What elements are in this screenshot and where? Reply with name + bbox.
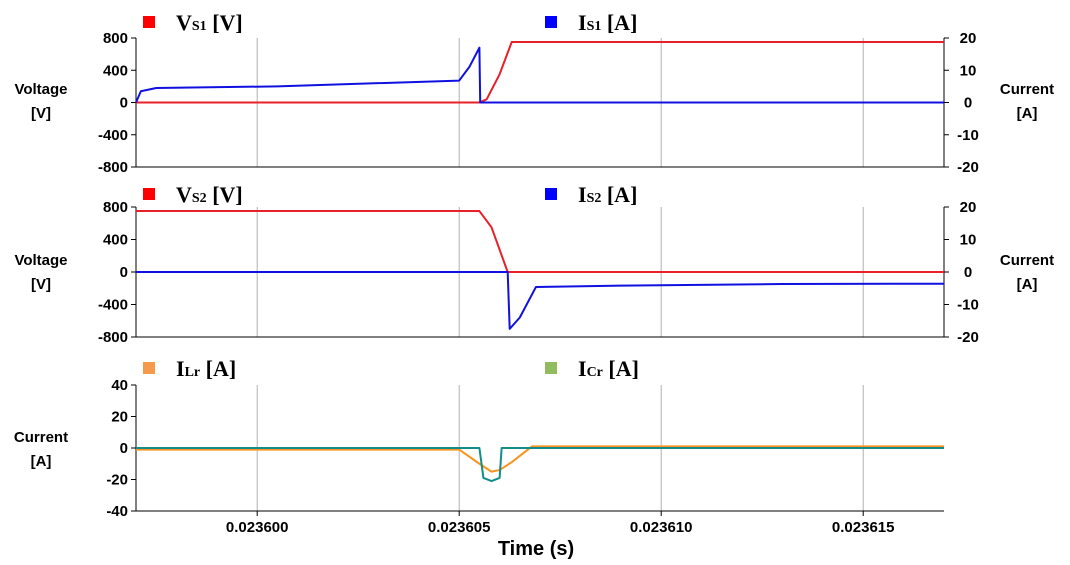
y-axis-title-left: Voltage <box>14 81 67 98</box>
legend-label: VS1 [V] <box>176 10 243 35</box>
x-tick-label: 0.023610 <box>630 519 693 536</box>
x-axis-title: Time (s) <box>498 538 574 560</box>
x-tick-label: 0.023600 <box>226 519 289 536</box>
y-axis-title-right: [A] <box>1017 105 1038 122</box>
y-tick-label-left: 800 <box>103 30 128 47</box>
x-tick-label: 0.023605 <box>428 519 491 536</box>
y-tick-label-left: 0 <box>120 440 128 457</box>
legend-swatch <box>545 16 557 28</box>
y-tick-label-left: 400 <box>103 62 128 79</box>
y-tick-label-left: 40 <box>111 377 128 394</box>
y-tick-label-left: 0 <box>120 95 128 112</box>
y-tick-label-left: 800 <box>103 199 128 216</box>
y-tick-label-left: 0 <box>120 264 128 281</box>
y-axis-title-right: Current <box>1000 81 1054 98</box>
y-tick-label-right: -10 <box>957 297 979 314</box>
legend-swatch <box>545 362 557 374</box>
y-tick-label-left: -800 <box>98 329 128 346</box>
y-tick-label-left: -400 <box>98 127 128 144</box>
y-tick-label-left: -40 <box>106 503 128 520</box>
series-line-1 <box>136 210 944 273</box>
legend-swatch <box>143 188 155 200</box>
y-tick-label-left: -800 <box>98 159 128 176</box>
y-tick-label-right: -20 <box>957 329 979 346</box>
legend-label: IS1 [A] <box>578 10 637 35</box>
y-tick-label-right: 20 <box>960 30 977 47</box>
y-tick-label-left: 400 <box>103 232 128 249</box>
legend-label: ILr [A] <box>176 356 236 381</box>
y-axis-title-left: [V] <box>31 276 51 293</box>
y-tick-label-right: -20 <box>957 159 979 176</box>
legend-label: IS2 [A] <box>578 182 637 207</box>
y-tick-label-right: 0 <box>964 264 972 281</box>
series-line-1 <box>136 41 944 104</box>
y-tick-label-right: 10 <box>960 232 977 249</box>
y-tick-label-right: -10 <box>957 127 979 144</box>
y-tick-label-right: 10 <box>960 62 977 79</box>
chart-panel-1: 800 400 0 -400 -800 20 10 0 -10 -20 Voltage [V] Curr… <box>14 10 1054 176</box>
y-tick-label-left: 20 <box>111 409 128 426</box>
y-axis-title-left: Current <box>14 429 68 446</box>
series-line-2 <box>136 447 944 483</box>
legend-swatch <box>143 362 155 374</box>
y-tick-label-right: 20 <box>960 199 977 216</box>
y-axis-title-left: Voltage <box>14 252 67 269</box>
y-axis-title-right: Current <box>1000 252 1054 269</box>
y-tick-label-right: 0 <box>964 95 972 112</box>
chart-panel-2: 800 400 0 -400 -800 20 10 0 -10 -20 Voltage [V] Curr… <box>14 182 1054 346</box>
legend-swatch <box>143 16 155 28</box>
series-line-2 <box>135 46 944 104</box>
y-axis-title-right: [A] <box>1017 276 1038 293</box>
y-axis-title-left: [V] <box>31 105 51 122</box>
series-line-1 <box>136 445 944 473</box>
x-tick-label: 0.023615 <box>832 519 895 536</box>
legend-label: VS2 [V] <box>176 182 243 207</box>
chart-panel-3: 40 20 0 -20 -40 Current [A] ILr [A] ICr [A] 0.023… <box>14 356 944 560</box>
series-line-2 <box>136 271 945 330</box>
legend-swatch <box>545 188 557 200</box>
legend-label: ICr [A] <box>578 356 639 381</box>
y-tick-label-left: -400 <box>98 297 128 314</box>
y-axis-title-left: [A] <box>31 453 52 470</box>
y-tick-label-left: -20 <box>106 472 128 489</box>
